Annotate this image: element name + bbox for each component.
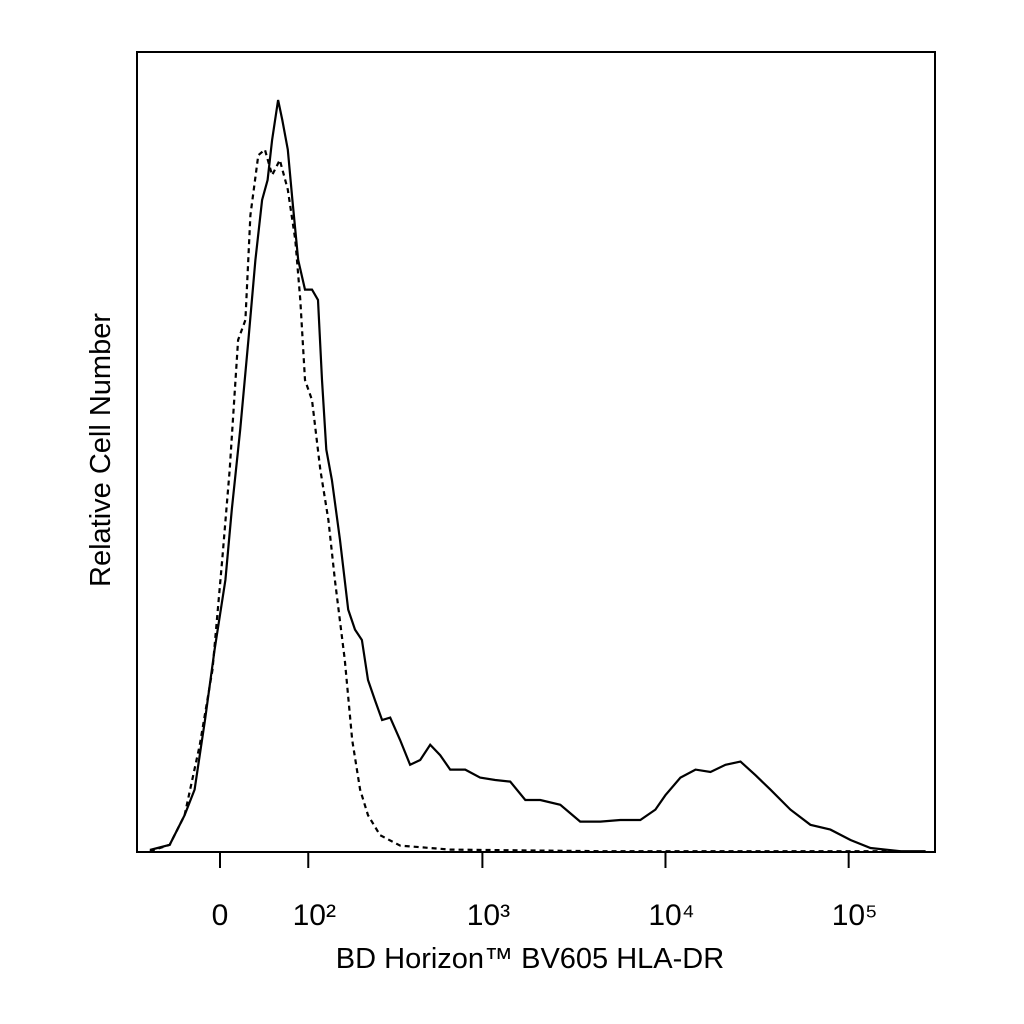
series-line <box>149 99 926 853</box>
x-tick-label: 10⁵ <box>832 899 878 932</box>
y-axis-label: Relative Cell Number <box>85 313 117 587</box>
plot-frame <box>136 51 936 853</box>
series-line <box>149 147 901 853</box>
x-tick-label: 0 <box>212 899 229 932</box>
x-axis-label: BD Horizon™ BV605 HLA-DR <box>336 943 724 975</box>
x-tick-label: 10³ <box>467 899 510 932</box>
x-tick-label: 10⁴ <box>648 899 694 932</box>
x-tick-label: 10² <box>293 899 336 932</box>
